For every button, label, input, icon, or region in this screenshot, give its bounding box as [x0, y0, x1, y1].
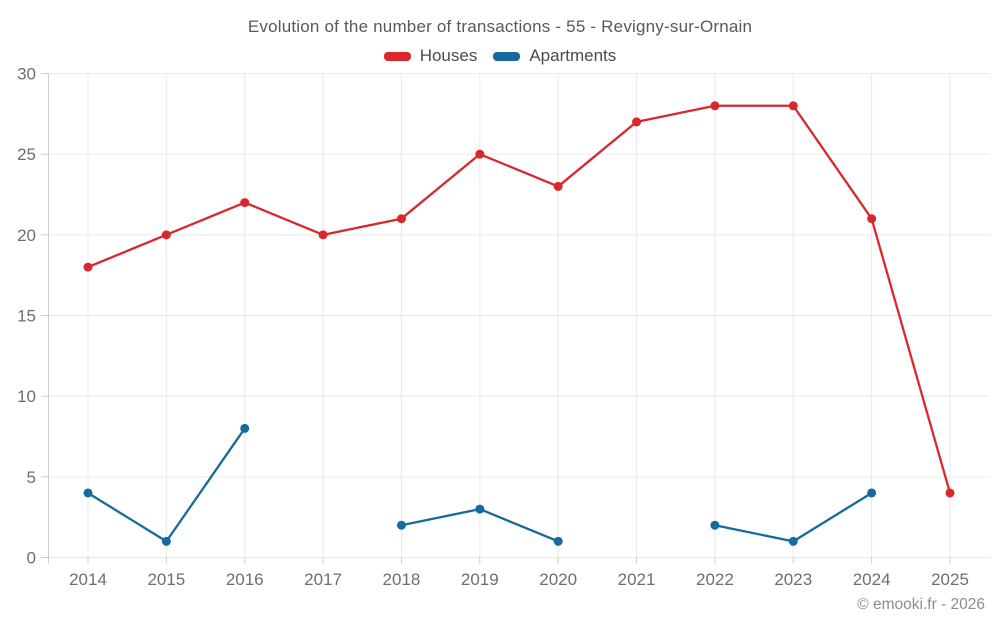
svg-text:2021: 2021: [618, 570, 656, 589]
svg-text:2018: 2018: [383, 570, 421, 589]
svg-text:0: 0: [27, 549, 36, 568]
svg-text:2022: 2022: [696, 570, 734, 589]
svg-text:2019: 2019: [461, 570, 499, 589]
svg-text:2015: 2015: [147, 570, 185, 589]
svg-text:2017: 2017: [304, 570, 342, 589]
svg-text:2020: 2020: [539, 570, 577, 589]
svg-text:10: 10: [17, 387, 36, 406]
page-title: Evolution of the number of transactions …: [247, 17, 753, 36]
legend-item-houses: Houses: [383, 46, 478, 66]
svg-text:20: 20: [17, 226, 36, 245]
houses-legend-swatch-icon: [383, 51, 411, 61]
svg-text:2014: 2014: [69, 570, 107, 589]
legend-label-houses: Houses: [419, 46, 478, 65]
legend-label-apartments: Apartments: [529, 46, 617, 65]
svg-text:2024: 2024: [853, 570, 891, 589]
apartments-legend-swatch-icon: [493, 51, 521, 61]
legend-item-apartments: Apartments: [493, 46, 616, 66]
svg-text:15: 15: [17, 307, 36, 326]
svg-text:2025: 2025: [931, 570, 969, 589]
svg-text:5: 5: [27, 468, 36, 487]
watermark: © emooki.fr - 2026: [857, 596, 985, 613]
chart-legend: Houses Apartments: [0, 46, 1000, 66]
svg-text:30: 30: [17, 65, 36, 84]
svg-text:2016: 2016: [226, 570, 264, 589]
svg-text:25: 25: [17, 145, 36, 164]
svg-text:2023: 2023: [774, 570, 812, 589]
